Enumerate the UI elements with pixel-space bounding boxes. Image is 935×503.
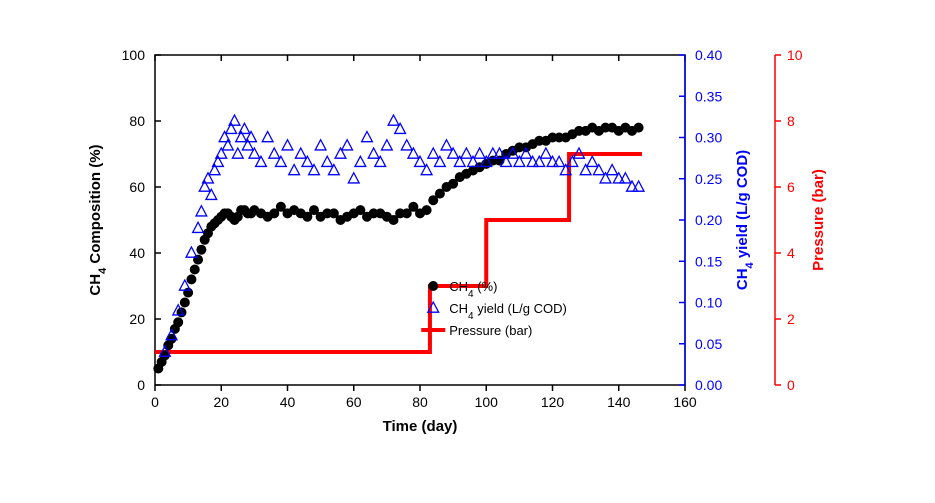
x-tick-label: 60 <box>346 394 362 410</box>
ch4-pct-point <box>177 307 187 317</box>
x-axis-label: Time (day) <box>383 418 458 435</box>
y2-tick-label: 0.40 <box>695 47 722 63</box>
ch4-pct-point <box>634 123 644 133</box>
y2-tick-label: 0.00 <box>695 377 722 393</box>
y1-tick-label: 80 <box>129 113 145 129</box>
x-tick-label: 40 <box>280 394 296 410</box>
y2-axis-label: CH4 yield (L/g COD) <box>734 150 756 290</box>
y2-tick-label: 0.25 <box>695 171 722 187</box>
x-tick-label: 20 <box>213 394 229 410</box>
y1-tick-label: 60 <box>129 179 145 195</box>
legend-marker-ch4pct <box>428 281 438 291</box>
y1-axis-label: CH4 Composition (%) <box>87 144 109 295</box>
y3-tick-label: 0 <box>787 377 795 393</box>
x-tick-label: 120 <box>541 394 565 410</box>
ch4-pct-point <box>186 274 196 284</box>
ch4-pct-point <box>422 205 432 215</box>
y2-tick-label: 0.30 <box>695 130 722 146</box>
y2-tick-label: 0.35 <box>695 88 722 104</box>
y3-axis-label: Pressure (bar) <box>810 169 827 271</box>
x-tick-label: 140 <box>607 394 631 410</box>
ch4-pct-point <box>183 288 193 298</box>
y2-tick-label: 0.15 <box>695 253 722 269</box>
y3-tick-label: 4 <box>787 245 795 261</box>
x-tick-label: 0 <box>151 394 159 410</box>
y3-tick-label: 6 <box>787 179 795 195</box>
y2-tick-label: 0.20 <box>695 212 722 228</box>
x-tick-label: 80 <box>412 394 428 410</box>
legend-label-pressure: Pressure (bar) <box>449 323 532 338</box>
x-tick-label: 160 <box>673 394 697 410</box>
y3-tick-label: 8 <box>787 113 795 129</box>
y2-tick-label: 0.05 <box>695 336 722 352</box>
y1-tick-label: 0 <box>137 377 145 393</box>
ch4-pct-point <box>190 265 200 275</box>
y3-tick-label: 2 <box>787 311 795 327</box>
y1-tick-label: 40 <box>129 245 145 261</box>
ch4-pct-point <box>180 298 190 308</box>
y3-tick-label: 10 <box>787 47 803 63</box>
y1-tick-label: 100 <box>122 47 146 63</box>
x-tick-label: 100 <box>475 394 499 410</box>
ch4-pct-point <box>196 245 206 255</box>
ch4-pct-point <box>173 317 183 327</box>
y2-tick-label: 0.10 <box>695 295 722 311</box>
ch4-pct-point <box>193 255 203 265</box>
y1-tick-label: 20 <box>129 311 145 327</box>
